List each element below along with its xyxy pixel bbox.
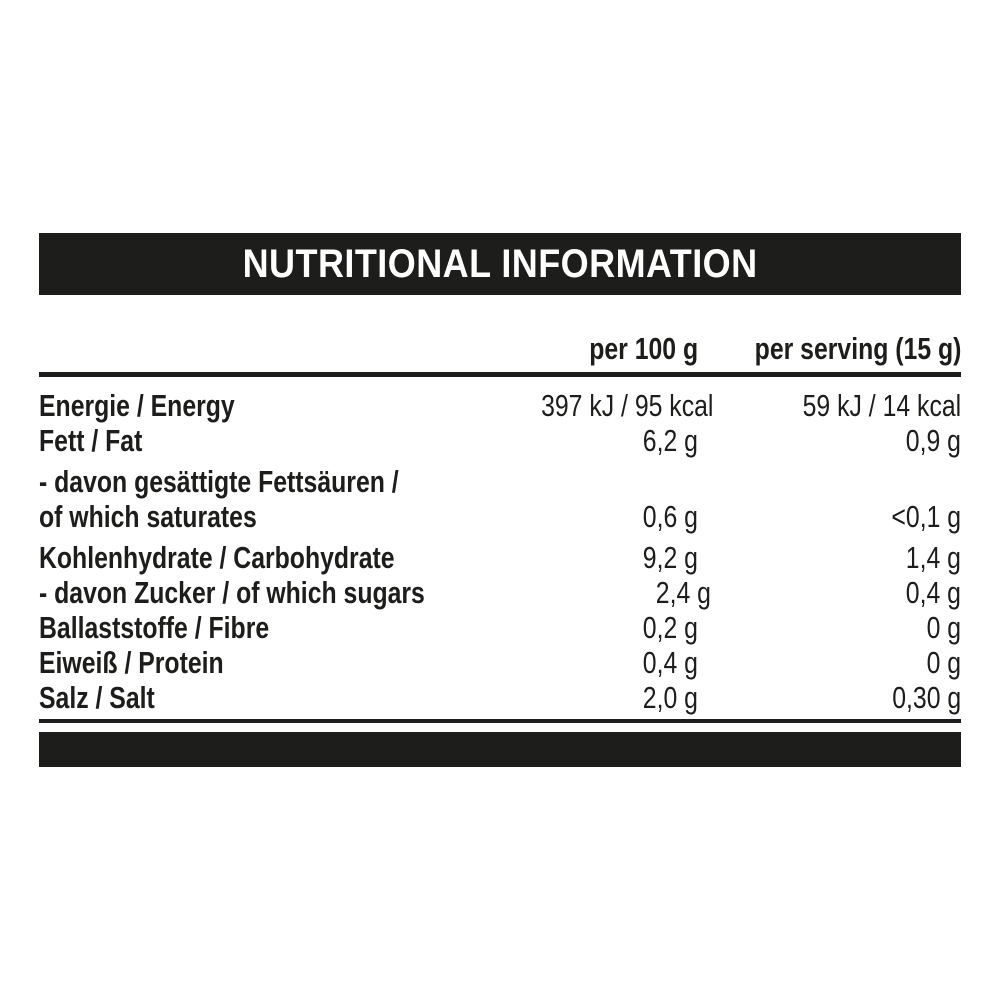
value-per-serving: 0 g xyxy=(698,610,961,645)
nutrient-row: Kohlenhydrate / Carbohydrate 9,2 g 1,4 g xyxy=(39,540,961,575)
value-per-100g: 0,4 g xyxy=(498,645,698,680)
value-per-100g-text: 0,2 g xyxy=(642,610,698,645)
nutrient-label-line: Energie / Energy xyxy=(39,388,235,423)
value-per-serving: 1,4 g xyxy=(698,540,961,575)
value-per-100g-text: 6,2 g xyxy=(642,423,698,458)
nutrient-label-line: Salz / Salt xyxy=(39,680,155,715)
value-per-100g-text: 2,4 g xyxy=(656,575,712,610)
nutrient-label: Energie / Energy xyxy=(39,388,498,423)
nutrient-label: - davon Zucker / of which sugars xyxy=(39,575,521,610)
nutrient-row: Energie / Energy 397 kJ / 95 kcal 59 kJ … xyxy=(39,388,961,423)
nutrient-row: - davon gesättigte Fettsäuren / of which … xyxy=(39,464,961,534)
value-per-serving: 0,9 g xyxy=(698,423,961,458)
value-per-serving: 0,30 g xyxy=(698,680,961,715)
value-per-serving-text: 0 g xyxy=(926,610,961,645)
nutrient-row: - davon Zucker / of which sugars 2,4 g 0… xyxy=(39,575,961,610)
value-per-serving-text: <0,1 g xyxy=(891,499,961,534)
value-per-serving-text: 1,4 g xyxy=(905,540,961,575)
value-per-serving-text: 0,9 g xyxy=(905,423,961,458)
value-per-serving-text: 0,4 g xyxy=(905,575,961,610)
nutrient-rows: Energie / Energy 397 kJ / 95 kcal 59 kJ … xyxy=(39,388,961,715)
value-per-serving: 0,4 g xyxy=(711,575,961,610)
value-per-100g-text: 0,6 g xyxy=(642,499,698,534)
footer-divider-rule xyxy=(39,719,961,723)
value-per-serving-text: 59 kJ / 14 kcal xyxy=(802,388,961,423)
nutrition-label: NUTRITIONAL INFORMATION per 100 g per se… xyxy=(39,233,961,767)
nutrient-row: Salz / Salt 2,0 g 0,30 g xyxy=(39,680,961,715)
value-per-100g-text: 397 kJ / 95 kcal xyxy=(541,388,714,423)
nutrient-label: Salz / Salt xyxy=(39,680,498,715)
nutrient-label-line: - davon Zucker / of which sugars xyxy=(39,575,425,610)
nutrient-label-line: Fett / Fat xyxy=(39,423,143,458)
title-bar: NUTRITIONAL INFORMATION xyxy=(39,233,961,295)
value-per-serving: 0 g xyxy=(698,645,961,680)
value-per-serving: <0,1 g xyxy=(698,499,961,534)
nutrient-row: Ballaststoffe / Fibre 0,2 g 0 g xyxy=(39,610,961,645)
nutrient-label-line: Eiweiß / Protein xyxy=(39,645,224,680)
value-per-100g-text: 0,4 g xyxy=(642,645,698,680)
column-header-per-100g: per 100 g xyxy=(498,331,698,366)
footer-bar xyxy=(39,732,961,767)
column-header-per-100g-text: per 100 g xyxy=(589,331,698,366)
nutrient-label: Eiweiß / Protein xyxy=(39,645,498,680)
value-per-100g: 0,6 g xyxy=(498,499,698,534)
value-per-serving-text: 0,30 g xyxy=(892,680,961,715)
value-per-100g: 2,4 g xyxy=(521,575,711,610)
header-divider-rule xyxy=(39,372,961,377)
nutrient-label-line: of which saturates xyxy=(39,499,257,534)
nutrient-row: Eiweiß / Protein 0,4 g 0 g xyxy=(39,645,961,680)
nutrient-label-line: - davon gesättigte Fettsäuren / xyxy=(39,464,399,499)
column-header-row: per 100 g per serving (15 g) xyxy=(39,331,961,366)
value-per-100g: 6,2 g xyxy=(498,423,698,458)
nutrient-label: Fett / Fat xyxy=(39,423,498,458)
column-header-per-serving: per serving (15 g) xyxy=(698,331,961,366)
value-per-serving: 59 kJ / 14 kcal xyxy=(698,388,961,423)
value-per-100g-text: 9,2 g xyxy=(642,540,698,575)
value-per-100g: 397 kJ / 95 kcal xyxy=(498,388,713,423)
value-per-100g: 2,0 g xyxy=(498,680,698,715)
nutrient-label: Kohlenhydrate / Carbohydrate xyxy=(39,540,498,575)
page-title: NUTRITIONAL INFORMATION xyxy=(242,241,758,286)
nutrient-label-line: Kohlenhydrate / Carbohydrate xyxy=(39,540,395,575)
column-header-per-serving-text: per serving (15 g) xyxy=(754,331,961,366)
value-per-100g: 0,2 g xyxy=(498,610,698,645)
nutrient-row: Fett / Fat 6,2 g 0,9 g xyxy=(39,423,961,458)
value-per-100g-text: 2,0 g xyxy=(642,680,698,715)
nutrient-label-line: Ballaststoffe / Fibre xyxy=(39,610,270,645)
value-per-serving-text: 0 g xyxy=(926,645,961,680)
nutrient-label: Ballaststoffe / Fibre xyxy=(39,610,498,645)
value-per-100g: 9,2 g xyxy=(498,540,698,575)
nutrient-label: - davon gesättigte Fettsäuren / of which … xyxy=(39,464,498,534)
